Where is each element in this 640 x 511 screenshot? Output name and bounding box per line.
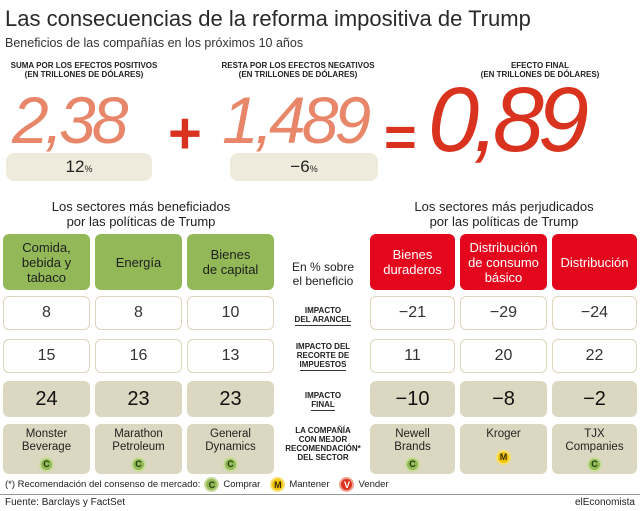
- row-label-tariff: IMPACTO DEL ARANCEL: [294, 306, 352, 326]
- positive-effects-percent: 12%: [6, 153, 152, 181]
- equals-sign: =: [384, 105, 417, 168]
- center-header: En % sobre el beneficio: [291, 260, 355, 288]
- legend-hold: Mantener: [289, 479, 330, 490]
- brand-logo: elEconomista: [574, 497, 635, 508]
- buy-badge-icon: C: [39, 457, 54, 472]
- legend-intro: (*) Recomendación del consenso de mercad…: [5, 479, 201, 490]
- sector-header-consumer-staples: Distribución de consumo básico: [460, 234, 547, 290]
- sector-header-energy: Energía: [95, 234, 182, 290]
- tax-energy: 16: [95, 339, 182, 373]
- tariff-durables: −21: [370, 296, 455, 330]
- row-label-tax-cut: IMPACTO DEL RECORTE DE IMPUESTOS: [295, 342, 351, 371]
- page-title: Las consecuencias de la reforma impositi…: [5, 6, 531, 31]
- final-capital-goods: 23: [187, 381, 274, 417]
- tariff-energy: 8: [95, 296, 182, 330]
- negative-effects-value: 1,489: [222, 83, 371, 157]
- sector-header-capital-goods: Bienes de capital: [187, 234, 274, 290]
- buy-badge-icon: C: [223, 457, 238, 472]
- company-retail: TJX Companies C: [552, 424, 637, 474]
- page-subtitle: Beneficios de las compañías en los próxi…: [5, 36, 304, 50]
- row-label-company: LA COMPAÑÍA CON MEJOR RECOMENDACIÓN* DEL SE…: [285, 426, 361, 462]
- company-food: Monster Beverage C: [3, 424, 90, 474]
- hold-badge-icon: M: [270, 477, 286, 492]
- final-consumer-staples: −8: [460, 381, 547, 417]
- legend-buy: Comprar: [223, 479, 261, 490]
- tax-retail: 22: [552, 339, 637, 373]
- final-retail: −2: [552, 381, 637, 417]
- final-effect-value: 0,89: [428, 69, 589, 171]
- positive-effects-value: 2,38: [12, 83, 128, 157]
- tax-consumer-staples: 20: [460, 339, 547, 373]
- final-durables: −10: [370, 381, 455, 417]
- negative-effects-label: RESTA POR LOS EFECTOS NEGATIVOS (EN TRILL…: [221, 61, 375, 79]
- harmed-sectors-title: Los sectores más perjudicados por las pol…: [414, 199, 594, 229]
- buy-badge-icon: C: [405, 457, 420, 472]
- tax-food: 15: [3, 339, 90, 373]
- tariff-food: 8: [3, 296, 90, 330]
- company-energy: Marathon Petroleum C: [95, 424, 182, 474]
- company-capital-goods: General Dynamics C: [187, 424, 274, 474]
- company-durables: Newell Brands C: [370, 424, 455, 474]
- final-energy: 23: [95, 381, 182, 417]
- source-note: Fuente: Barclays y FactSet: [5, 497, 126, 508]
- tariff-consumer-staples: −29: [460, 296, 547, 330]
- sector-header-food: Comida, bebida y tabaco: [3, 234, 90, 290]
- buy-badge-icon: C: [587, 457, 602, 472]
- sector-header-retail: Distribución: [552, 234, 637, 290]
- row-label-final: IMPACTO FINAL: [304, 391, 342, 411]
- sector-header-durables: Bienes duraderos: [370, 234, 455, 290]
- buy-badge-icon: C: [131, 457, 146, 472]
- tariff-capital-goods: 10: [187, 296, 274, 330]
- final-effect-label: EFECTO FINAL (EN TRILLONES DE DÓLARES): [480, 61, 600, 79]
- sell-badge-icon: V: [339, 477, 355, 492]
- buy-badge-icon: C: [204, 477, 220, 492]
- legend-sell: Vender: [358, 479, 389, 490]
- legend: (*) Recomendación del consenso de mercad…: [5, 477, 389, 492]
- tax-capital-goods: 13: [187, 339, 274, 373]
- company-consumer-staples: Kroger M: [460, 424, 547, 474]
- tax-durables: 11: [370, 339, 455, 373]
- negative-effects-percent: −6%: [230, 153, 378, 181]
- tariff-retail: −24: [552, 296, 637, 330]
- positive-effects-label: SUMA POR LOS EFECTOS POSITIVOS (EN TRILLO…: [10, 61, 158, 79]
- benefited-sectors-title: Los sectores más beneficiados por las pol…: [51, 199, 231, 229]
- footer-divider: [0, 494, 640, 495]
- plus-sign: +: [168, 101, 202, 166]
- final-food: 24: [3, 381, 90, 417]
- hold-badge-icon: M: [496, 450, 511, 465]
